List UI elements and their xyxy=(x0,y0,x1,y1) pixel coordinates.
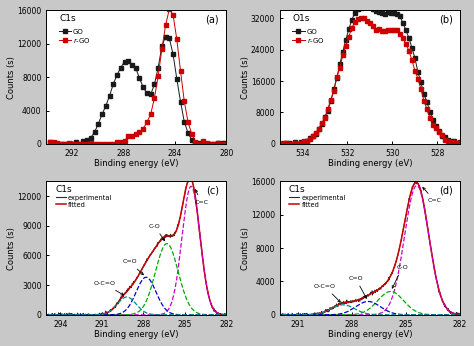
Y-axis label: Counts (s): Counts (s) xyxy=(7,56,16,99)
Text: O-C=O: O-C=O xyxy=(93,281,124,295)
Text: C=C: C=C xyxy=(194,190,209,205)
Text: C=C: C=C xyxy=(423,188,442,203)
X-axis label: Binding energy (eV): Binding energy (eV) xyxy=(328,159,412,168)
Text: O1s: O1s xyxy=(292,15,310,24)
Text: (d): (d) xyxy=(439,185,453,195)
X-axis label: Binding energy (eV): Binding energy (eV) xyxy=(94,330,179,339)
Text: C1s: C1s xyxy=(289,185,306,194)
Text: (b): (b) xyxy=(439,15,453,25)
Y-axis label: Counts (s): Counts (s) xyxy=(240,227,249,270)
Text: C-O: C-O xyxy=(148,224,164,240)
Text: C1s: C1s xyxy=(59,15,76,24)
Text: C-O: C-O xyxy=(392,265,408,288)
Text: O-C=O: O-C=O xyxy=(314,284,340,302)
Text: C=O: C=O xyxy=(348,276,366,298)
Legend: experimental, fitted: experimental, fitted xyxy=(287,192,348,210)
Legend: GO, $r$-GO: GO, $r$-GO xyxy=(56,26,94,47)
X-axis label: Binding energy (eV): Binding energy (eV) xyxy=(328,330,412,339)
Legend: experimental, fitted: experimental, fitted xyxy=(53,192,115,210)
Y-axis label: Counts (s): Counts (s) xyxy=(7,227,16,270)
Legend: GO, $r$-GO: GO, $r$-GO xyxy=(289,26,328,47)
Text: C=O: C=O xyxy=(122,260,143,275)
Text: (c): (c) xyxy=(206,185,219,195)
Text: C1s: C1s xyxy=(55,185,72,194)
X-axis label: Binding energy (eV): Binding energy (eV) xyxy=(94,159,179,168)
Y-axis label: Counts (s): Counts (s) xyxy=(240,56,249,99)
Text: (a): (a) xyxy=(206,15,219,25)
